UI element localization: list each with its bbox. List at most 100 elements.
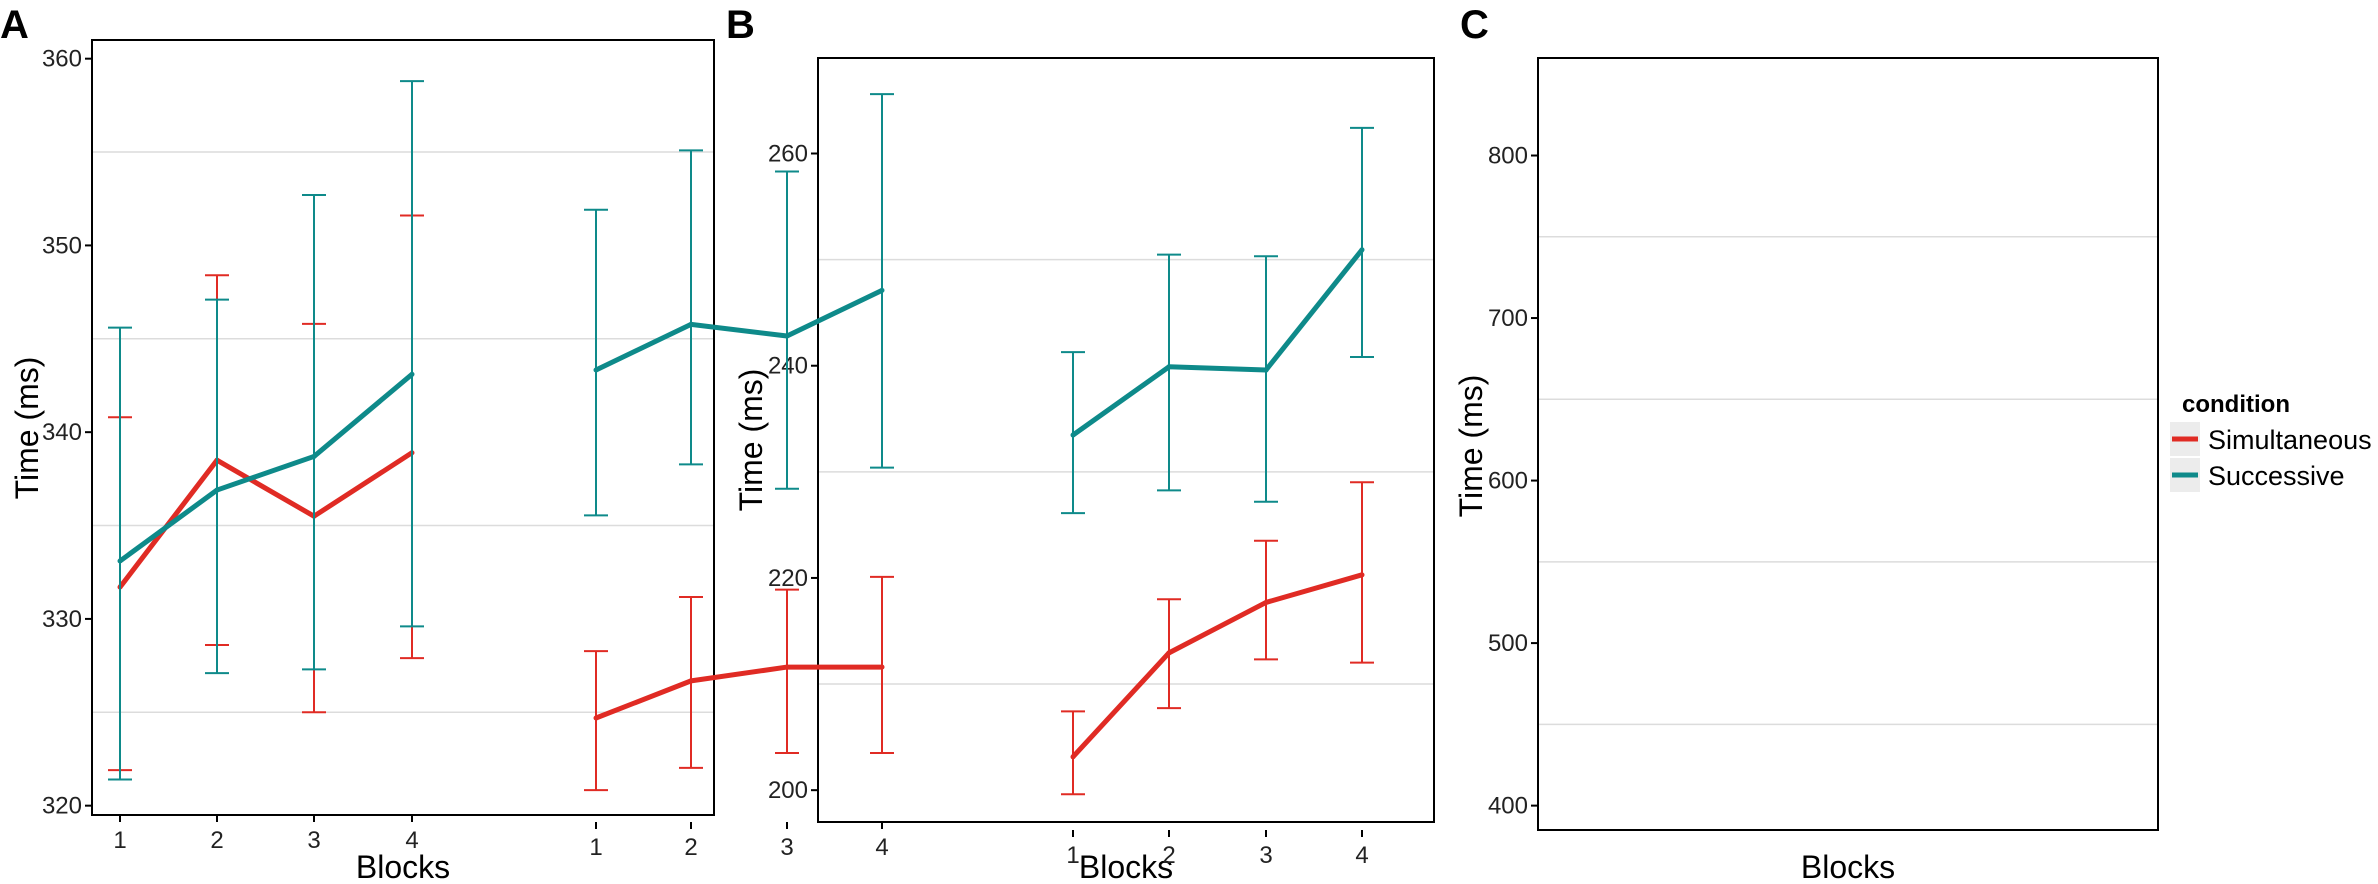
panel-a: A 320 330 340 350 360 1 2 3 4 Blocks Time (ms) (0, 3, 715, 884)
panel-c-series (1061, 126, 1374, 796)
panel-c-plot-frame (1537, 57, 2159, 831)
panel-c-x-tick-label-3: 3 (1259, 842, 1272, 869)
panel-a-series (108, 80, 424, 781)
panel-a-x-tick-label-2: 2 (210, 827, 223, 854)
panel-a-y-tick-label-350: 350 (42, 232, 82, 259)
panel-b-x-tick-label-1: 1 (589, 834, 602, 861)
panel-b-series-simultaneous (584, 575, 894, 792)
panel-b-errorbar-simultaneous-1 (584, 650, 608, 792)
panel-b-point-successive-1 (593, 367, 599, 373)
panel-b-gridlines (818, 258, 1434, 685)
panel-a-y-tick-label-330: 330 (42, 606, 82, 633)
panel-a-point-successive-3 (311, 453, 317, 459)
panel-c-x-tick-label-2: 2 (1162, 842, 1175, 869)
panel-b-plot-frame (817, 57, 1435, 823)
panel-a-errorbar-successive-3 (302, 194, 326, 671)
panel-b-series (584, 93, 894, 792)
panel-a-x-tick-label-4: 4 (405, 827, 418, 854)
legend-label-simultaneous: Simultaneous (2208, 425, 2372, 455)
panel-b-y-tick-label-200: 200 (768, 777, 808, 804)
panel-b-series-successive (584, 93, 894, 517)
panel-a-errorbar-successive-4 (400, 80, 424, 628)
panel-c-series-successive (1061, 126, 1374, 515)
panel-b-point-successive-3 (784, 333, 790, 339)
panel-c-point-successive-3 (1263, 367, 1269, 373)
legend-title: condition (2182, 391, 2290, 418)
panel-c-x-tick-label-1: 1 (1066, 842, 1079, 869)
panel-c-x-tick-label-4: 4 (1355, 842, 1368, 869)
panel-a-series-simultaneous (108, 214, 424, 772)
panel-c-point-successive-2 (1166, 364, 1172, 370)
panel-b-x-tick-label-2: 2 (684, 834, 697, 861)
panel-a-y-tick-label-340: 340 (42, 419, 82, 446)
panel-a-point-successive-1 (117, 558, 123, 564)
panel-a-y-tick-label-360: 360 (42, 46, 82, 73)
panel-c-y-tick-label-400: 400 (1488, 793, 1528, 820)
panel-b-y-ticks: 200220240260 (768, 141, 818, 804)
panel-a-point-successive-2 (214, 487, 220, 493)
panel-c-y-tick-label-600: 600 (1488, 468, 1528, 495)
panel-b-x-tick-label-4: 4 (875, 834, 888, 861)
panel-b-errorbar-successive-4 (870, 93, 894, 469)
panel-a-line-successive (118, 372, 414, 564)
panel-c-line-simultaneous (1071, 572, 1363, 759)
panel-c-point-successive-1 (1070, 432, 1076, 438)
panel-b-point-simultaneous-4 (879, 664, 885, 670)
panel-a-x-ticks: 1 2 3 4 (113, 815, 419, 854)
panel-a-label: A (0, 3, 29, 47)
panel-b-errorbar-simultaneous-3 (775, 588, 799, 755)
panel-b-y-tick-label-220: 220 (768, 565, 808, 592)
panel-b-y-axis-title: Time (ms) (733, 369, 769, 512)
panel-a-errorbar-successive-1 (108, 326, 132, 781)
panel-c-y-tick-label-800: 800 (1488, 143, 1528, 170)
panel-c-gridlines (1538, 236, 2158, 726)
panel-a-gridlines (92, 151, 714, 714)
panel-b-y-tick-label-260: 260 (768, 141, 808, 168)
panel-c-point-simultaneous-1 (1070, 754, 1076, 760)
panel-c-errorbar-successive-2 (1157, 253, 1181, 492)
panel-c-y-ticks: 400 500 600 700 800 (1488, 143, 1538, 820)
panel-a-x-axis-title: Blocks (356, 849, 450, 884)
panel-c-y-axis-title: Time (ms) (1453, 375, 1489, 518)
panel-a-plot-frame (91, 39, 715, 816)
panel-b-x-tick-label-3: 3 (780, 834, 793, 861)
panel-a-y-axis-title: Time (ms) (9, 357, 45, 500)
panel-b-errorbar-successive-1 (584, 208, 608, 517)
panel-c-x-ticks: 1 2 3 4 (1066, 830, 1369, 869)
panel-a-y-ticks: 320 330 340 350 360 (42, 46, 92, 820)
panel-c-errorbar-simultaneous-1 (1061, 710, 1085, 796)
panel-a-x-tick-label-3: 3 (307, 827, 320, 854)
panel-b-x-axis-title: Blocks (1079, 849, 1173, 884)
panel-b-point-successive-2 (688, 321, 694, 327)
panel-b-errorbar-successive-3 (775, 170, 799, 490)
panel-c-errorbar-successive-4 (1350, 126, 1374, 359)
panel-c-point-simultaneous-3 (1263, 599, 1269, 605)
panel-b-point-successive-4 (879, 287, 885, 293)
panel-b-line-successive (594, 288, 884, 373)
panel-b-point-simultaneous-3 (784, 664, 790, 670)
panel-c-y-tick-label-700: 700 (1488, 305, 1528, 332)
panel-a-series-successive (108, 80, 424, 781)
panel-c-errorbar-successive-3 (1254, 255, 1278, 503)
panel-c-series-simultaneous (1061, 481, 1374, 796)
panel-c: C 400 500 600 700 800 1 2 3 4 Blocks Time (ms) (1061, 3, 2159, 884)
panel-b-label: B (726, 3, 755, 47)
panel-b-errorbar-successive-2 (679, 149, 703, 466)
panel-c-point-simultaneous-2 (1166, 650, 1172, 656)
legend: condition Simultaneous Successive (2170, 391, 2372, 492)
panel-c-line-successive (1071, 248, 1364, 438)
panel-c-point-simultaneous-4 (1359, 572, 1365, 578)
panel-b-point-simultaneous-2 (688, 678, 694, 684)
legend-label-successive: Successive (2208, 461, 2345, 491)
panel-c-x-axis-title: Blocks (1801, 849, 1895, 884)
panel-c-label: C (1460, 3, 1489, 47)
panel-a-x-tick-label-1: 1 (113, 827, 126, 854)
panel-b-line-simultaneous (595, 664, 882, 721)
panel-b-x-ticks: 1 2 3 4 (589, 822, 889, 861)
panel-c-point-successive-4 (1359, 247, 1365, 253)
panel-a-y-tick-label-320: 320 (42, 793, 82, 820)
panel-c-y-tick-label-500: 500 (1488, 630, 1528, 657)
panel-b-point-simultaneous-1 (593, 715, 599, 721)
